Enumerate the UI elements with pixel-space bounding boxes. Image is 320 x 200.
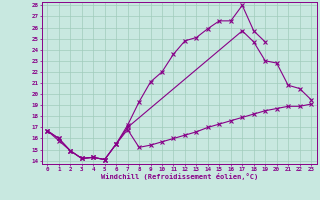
X-axis label: Windchill (Refroidissement éolien,°C): Windchill (Refroidissement éolien,°C)	[100, 173, 258, 180]
